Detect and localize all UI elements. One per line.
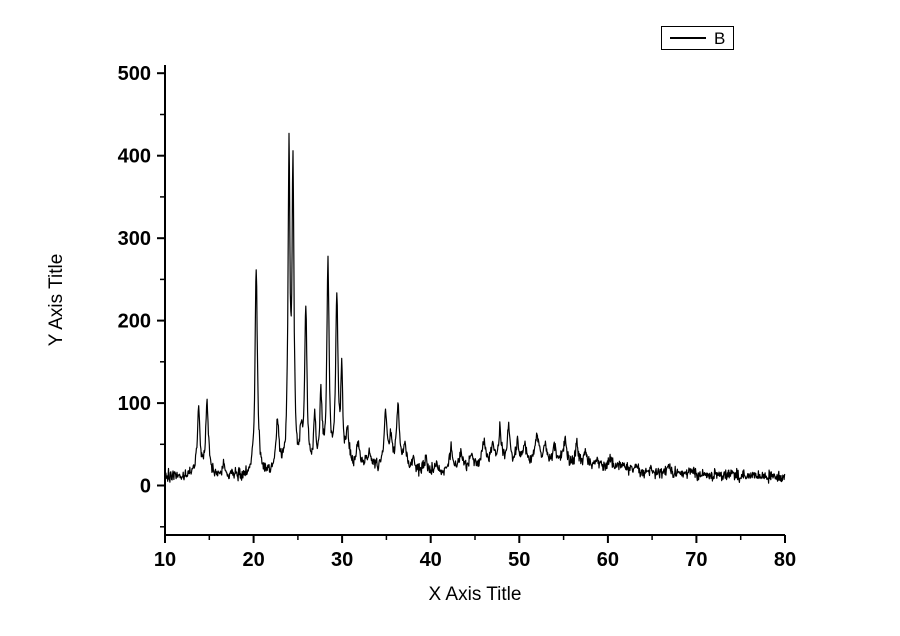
y-tick-label: 500 bbox=[118, 63, 151, 85]
x-tick-label: 70 bbox=[685, 549, 707, 571]
y-axis-title: Y Axis Title bbox=[46, 253, 67, 347]
y-tick-label: 0 bbox=[140, 476, 151, 498]
axis-frame bbox=[164, 65, 785, 536]
y-tick-label: 300 bbox=[118, 228, 151, 250]
y-tick-label: 400 bbox=[118, 146, 151, 168]
x-axis-ticks: 10 20 30 40 50 60 70 80 bbox=[154, 535, 796, 571]
x-axis-title: X Axis Title bbox=[428, 584, 522, 605]
series-B-line bbox=[164, 132, 786, 484]
x-tick-label: 20 bbox=[242, 549, 264, 571]
legend-label: B bbox=[714, 28, 726, 48]
x-tick-label: 30 bbox=[331, 549, 353, 571]
legend-line-sample bbox=[670, 37, 706, 39]
x-tick-label: 40 bbox=[420, 549, 442, 571]
y-tick-label: 100 bbox=[118, 393, 151, 415]
x-tick-label: 80 bbox=[774, 549, 796, 571]
legend: B bbox=[661, 26, 735, 50]
x-tick-label: 60 bbox=[597, 549, 619, 571]
x-tick-label: 10 bbox=[154, 549, 176, 571]
x-tick-label: 50 bbox=[508, 549, 530, 571]
y-axis-ticks: 0 100 200 300 400 500 bbox=[118, 63, 165, 528]
y-tick-label: 200 bbox=[118, 311, 151, 333]
